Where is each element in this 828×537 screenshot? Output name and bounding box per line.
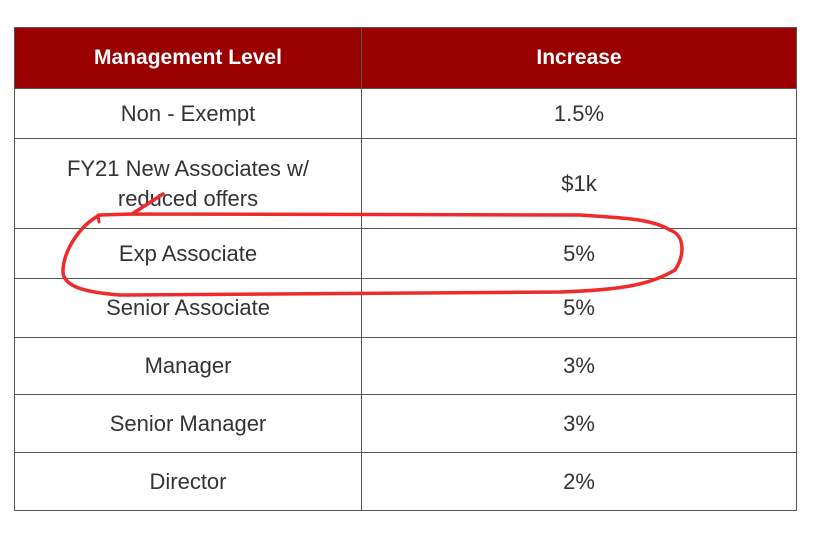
table-row: Senior Manager 3%	[14, 394, 797, 453]
increase-cell: 3%	[361, 394, 797, 453]
table-row: Senior Associate 5%	[14, 278, 797, 338]
increase-cell: 1.5%	[361, 88, 797, 139]
increase-cell: 5%	[361, 228, 797, 279]
table-header-row: Management Level Increase	[14, 27, 797, 89]
level-cell: Exp Associate	[14, 228, 362, 279]
level-cell: Senior Associate	[14, 278, 362, 338]
header-increase: Increase	[361, 27, 797, 89]
level-cell: FY21 New Associates w/ reduced offers	[14, 138, 362, 229]
level-cell: Director	[14, 452, 362, 511]
table-row-highlighted: Exp Associate 5%	[14, 228, 797, 279]
table-row: Director 2%	[14, 452, 797, 511]
salary-increase-table: Management Level Increase Non - Exempt 1…	[14, 27, 797, 511]
level-cell: Non - Exempt	[14, 88, 362, 139]
increase-cell: 3%	[361, 337, 797, 395]
table-row: Non - Exempt 1.5%	[14, 88, 797, 139]
table-row: Manager 3%	[14, 337, 797, 395]
increase-cell: $1k	[361, 138, 797, 229]
header-management-level: Management Level	[14, 27, 362, 89]
increase-cell: 2%	[361, 452, 797, 511]
increase-cell: 5%	[361, 278, 797, 338]
level-cell: Senior Manager	[14, 394, 362, 453]
table-row: FY21 New Associates w/ reduced offers $1…	[14, 138, 797, 229]
level-cell: Manager	[14, 337, 362, 395]
